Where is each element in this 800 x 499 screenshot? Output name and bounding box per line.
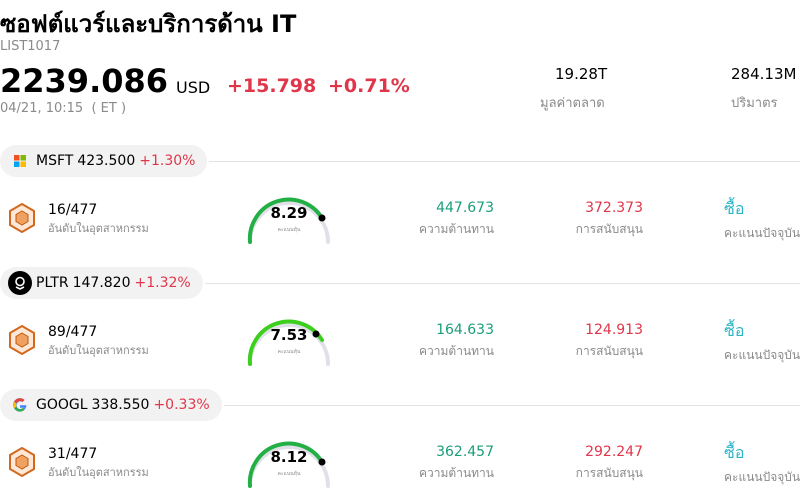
resistance: 447.673: [436, 200, 494, 216]
support-label: การสนับสนุน: [575, 466, 643, 480]
resistance-label: ความต้านทาน: [419, 344, 494, 358]
logo: [8, 155, 32, 167]
resistance-label: ความต้านทาน: [419, 466, 494, 480]
score: 8.29: [270, 204, 308, 222]
divider: [204, 283, 800, 284]
score: 7.53: [270, 326, 308, 344]
rank-icon: [9, 325, 35, 355]
stock-price: 338.550: [91, 397, 150, 413]
rating: ซื้อ: [724, 199, 745, 218]
code: LIST1017: [0, 39, 61, 54]
rank-label: อันดับในอุตสาหกรรม: [48, 466, 149, 479]
logo: [8, 271, 32, 295]
score-gauge: [247, 319, 330, 366]
rating-label: คะแนนปัจจุบัน: [724, 470, 800, 484]
rank-icon: [9, 203, 35, 233]
rating: ซื้อ: [724, 321, 745, 340]
rank-label: อันดับในอุตสาหกรรม: [48, 344, 149, 357]
stock-change: +0.33%: [153, 397, 210, 413]
time: 04/21, 10:15 ( ET ): [0, 101, 127, 116]
title: ซอฟต์แวร์และบริการด้าน IT: [0, 10, 297, 38]
logo: [8, 397, 32, 413]
score-label: คะแนนหุ้น: [277, 471, 301, 477]
currency: USD: [176, 78, 211, 97]
market-cap-label: มูลค่าตลาด: [540, 96, 605, 111]
resistance: 164.633: [436, 322, 494, 338]
resistance: 362.457: [436, 444, 494, 460]
stock-change: +1.30%: [139, 153, 196, 169]
stock-price: 423.500: [77, 153, 136, 169]
rank-label: อันดับในอุตสาหกรรม: [48, 222, 149, 235]
support: 372.373: [585, 200, 643, 216]
rating: ซื้อ: [724, 443, 745, 462]
volume-label: ปริมาตร: [731, 96, 778, 111]
score-label: คะแนนหุ้น: [277, 227, 301, 233]
stock-symbol: PLTR: [36, 275, 69, 291]
support-label: การสนับสนุน: [575, 222, 643, 236]
score-gauge: [247, 441, 330, 488]
divider: [209, 161, 800, 162]
rank: 16/477: [48, 202, 98, 218]
support: 124.913: [585, 322, 643, 338]
stock-symbol: GOOGL: [36, 397, 88, 413]
stock-pill[interactable]: MSFT 423.500 +1.30%: [0, 145, 208, 177]
score-label: คะแนนหุ้น: [277, 349, 301, 355]
stock-pill[interactable]: PLTR 147.820 +1.32%: [0, 267, 203, 299]
stock-price: 147.820: [72, 275, 131, 291]
divider: [223, 405, 800, 406]
score-gauge: [247, 197, 330, 244]
volume: 284.13M: [731, 65, 797, 83]
market-cap: 19.28T: [555, 65, 608, 83]
change-percent: +0.71%: [328, 75, 410, 97]
price: 2239.086: [0, 62, 169, 100]
change: +15.798: [227, 75, 317, 97]
resistance-label: ความต้านทาน: [419, 222, 494, 236]
stock-change: +1.32%: [134, 275, 191, 291]
rating-label: คะแนนปัจจุบัน: [724, 348, 800, 362]
stock-pill[interactable]: GOOGL 338.550 +0.33%: [0, 389, 222, 421]
score: 8.12: [270, 448, 308, 466]
rank: 89/477: [48, 324, 98, 340]
support: 292.247: [585, 444, 643, 460]
rank: 31/477: [48, 446, 98, 462]
rank-icon: [9, 447, 35, 477]
rating-label: คะแนนปัจจุบัน: [724, 226, 800, 240]
support-label: การสนับสนุน: [575, 344, 643, 358]
stock-symbol: MSFT: [36, 153, 74, 169]
